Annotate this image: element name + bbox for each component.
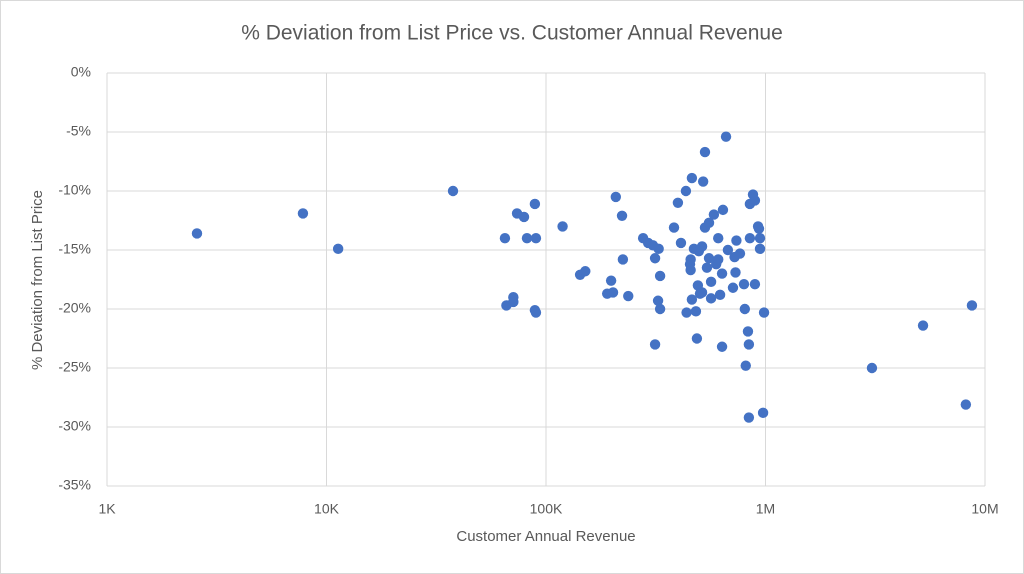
data-point xyxy=(191,228,203,239)
data-point xyxy=(691,333,703,344)
data-point xyxy=(754,233,766,244)
data-point xyxy=(617,254,629,265)
data-point xyxy=(686,172,698,184)
data-point xyxy=(686,294,698,305)
data-point xyxy=(332,243,344,255)
data-point xyxy=(749,279,761,290)
data-point xyxy=(653,243,664,255)
data-point xyxy=(705,276,717,288)
data-point xyxy=(696,241,708,252)
data-point xyxy=(701,262,713,273)
data-point xyxy=(297,208,309,219)
data-point xyxy=(672,197,684,208)
x-tick-label: 10M xyxy=(971,501,998,517)
y-tick-label: 0% xyxy=(71,64,91,80)
data-point xyxy=(675,237,687,249)
data-point xyxy=(705,293,717,304)
data-point xyxy=(966,300,978,311)
data-point xyxy=(447,185,459,197)
data-point xyxy=(518,211,530,223)
data-point xyxy=(652,295,664,306)
data-point xyxy=(697,176,709,187)
data-point xyxy=(708,209,720,220)
data-point xyxy=(713,254,724,265)
data-point xyxy=(685,254,696,265)
data-point xyxy=(743,412,755,423)
data-point xyxy=(699,146,711,158)
data-point xyxy=(740,360,751,371)
y-tick-label: -35% xyxy=(58,477,91,493)
data-point xyxy=(703,217,715,229)
data-point xyxy=(685,264,696,276)
y-tick-label: -5% xyxy=(66,123,91,139)
data-point xyxy=(714,289,726,301)
data-point xyxy=(917,320,929,331)
data-point xyxy=(742,326,754,337)
data-point xyxy=(739,303,751,315)
data-point xyxy=(508,292,519,303)
data-point xyxy=(749,195,761,206)
data-point xyxy=(649,253,661,264)
data-point xyxy=(521,233,533,244)
data-point xyxy=(960,399,972,410)
data-point xyxy=(722,244,734,256)
data-point xyxy=(557,221,568,232)
data-point xyxy=(668,222,680,233)
data-point xyxy=(696,287,708,298)
data-point xyxy=(866,362,878,374)
y-tick-label: -10% xyxy=(58,182,91,198)
data-point xyxy=(690,306,702,317)
x-tick-label: 1K xyxy=(98,501,116,517)
data-point xyxy=(530,233,542,244)
data-point xyxy=(623,290,634,302)
x-axis-title: Customer Annual Revenue xyxy=(456,528,635,545)
data-point xyxy=(758,307,770,318)
data-point xyxy=(757,407,769,419)
data-point xyxy=(713,233,724,244)
data-point xyxy=(530,307,542,318)
data-point xyxy=(610,191,622,203)
data-point xyxy=(727,282,739,293)
data-point xyxy=(605,275,617,286)
x-tick-label: 1M xyxy=(756,501,775,517)
data-point xyxy=(680,185,692,197)
y-axis-title: % Deviation from List Price xyxy=(29,190,46,370)
data-point xyxy=(744,233,756,244)
data-point xyxy=(529,198,541,210)
data-point xyxy=(720,131,732,142)
data-point xyxy=(649,339,661,350)
y-tick-label: -25% xyxy=(58,359,91,375)
x-tick-label: 100K xyxy=(530,501,563,517)
data-point xyxy=(499,233,511,244)
data-point xyxy=(607,287,619,298)
data-point xyxy=(654,303,666,315)
data-point xyxy=(654,270,666,282)
data-point xyxy=(743,339,755,350)
data-point xyxy=(716,341,728,352)
data-point xyxy=(616,210,628,221)
data-point xyxy=(703,253,715,264)
data-point xyxy=(738,279,750,290)
data-point xyxy=(716,268,728,279)
y-tick-label: -20% xyxy=(58,300,91,316)
y-tick-label: -15% xyxy=(58,241,91,257)
data-point xyxy=(717,204,729,216)
data-point xyxy=(730,267,741,278)
data-point xyxy=(681,307,692,318)
data-point xyxy=(580,266,591,277)
data-point xyxy=(731,235,742,246)
chart-title: % Deviation from List Price vs. Customer… xyxy=(241,22,783,45)
data-point xyxy=(754,243,766,255)
data-point xyxy=(734,248,746,259)
y-tick-label: -30% xyxy=(58,418,91,434)
data-point xyxy=(753,223,765,234)
x-tick-label: 10K xyxy=(314,501,340,517)
